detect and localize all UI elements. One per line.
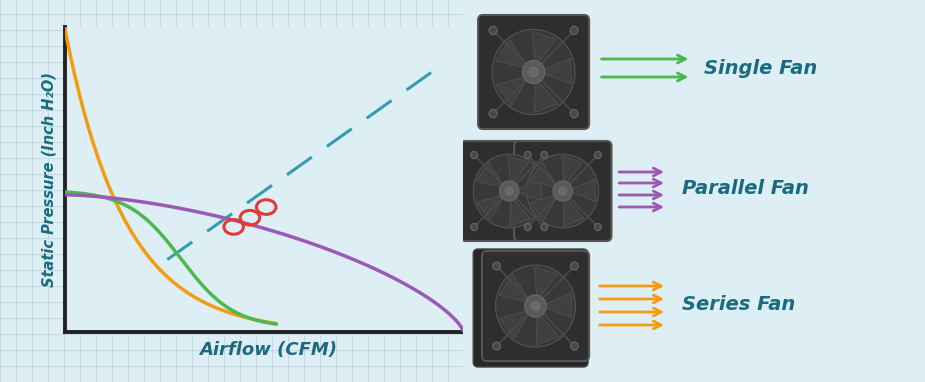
Text: Parallel Fan: Parallel Fan	[682, 180, 808, 199]
Circle shape	[524, 151, 531, 159]
Polygon shape	[477, 194, 505, 220]
Circle shape	[489, 109, 497, 118]
Polygon shape	[530, 163, 559, 188]
Polygon shape	[534, 267, 558, 300]
Circle shape	[492, 29, 575, 115]
Circle shape	[559, 187, 567, 195]
Circle shape	[471, 151, 477, 159]
Polygon shape	[514, 179, 542, 201]
Polygon shape	[500, 309, 531, 338]
Circle shape	[541, 151, 548, 159]
Circle shape	[493, 262, 500, 270]
Circle shape	[571, 262, 578, 270]
Circle shape	[570, 109, 578, 118]
Y-axis label: Static Pressure (Inch H₂O): Static Pressure (Inch H₂O)	[42, 72, 56, 287]
Circle shape	[524, 295, 547, 317]
Circle shape	[595, 151, 601, 159]
Polygon shape	[499, 275, 531, 303]
Circle shape	[541, 223, 548, 231]
Polygon shape	[539, 58, 572, 84]
X-axis label: Airflow (CFM): Airflow (CFM)	[199, 341, 338, 359]
FancyBboxPatch shape	[478, 15, 589, 129]
FancyBboxPatch shape	[514, 141, 611, 241]
FancyBboxPatch shape	[461, 141, 558, 241]
Circle shape	[500, 181, 519, 201]
FancyBboxPatch shape	[474, 249, 588, 367]
Circle shape	[570, 26, 578, 34]
Circle shape	[496, 265, 575, 347]
Circle shape	[505, 187, 513, 195]
Circle shape	[524, 223, 531, 231]
Polygon shape	[530, 194, 559, 220]
FancyBboxPatch shape	[482, 251, 589, 361]
Text: Series Fan: Series Fan	[682, 296, 795, 314]
Circle shape	[471, 223, 477, 231]
Circle shape	[571, 342, 578, 350]
Circle shape	[531, 301, 540, 311]
Circle shape	[474, 154, 545, 228]
Polygon shape	[510, 196, 530, 226]
Polygon shape	[561, 156, 583, 186]
Polygon shape	[534, 78, 558, 113]
Circle shape	[595, 223, 601, 231]
Circle shape	[553, 181, 573, 201]
Circle shape	[527, 154, 598, 228]
Circle shape	[529, 67, 538, 77]
Polygon shape	[568, 179, 596, 201]
Circle shape	[493, 342, 500, 350]
Circle shape	[523, 61, 545, 83]
Text: Single Fan: Single Fan	[704, 58, 817, 78]
Polygon shape	[496, 39, 529, 68]
Polygon shape	[476, 163, 505, 188]
Circle shape	[489, 26, 497, 34]
Polygon shape	[532, 31, 556, 66]
Polygon shape	[541, 293, 572, 317]
Polygon shape	[536, 312, 559, 345]
Polygon shape	[496, 76, 529, 106]
Polygon shape	[563, 196, 584, 226]
Polygon shape	[508, 156, 529, 186]
